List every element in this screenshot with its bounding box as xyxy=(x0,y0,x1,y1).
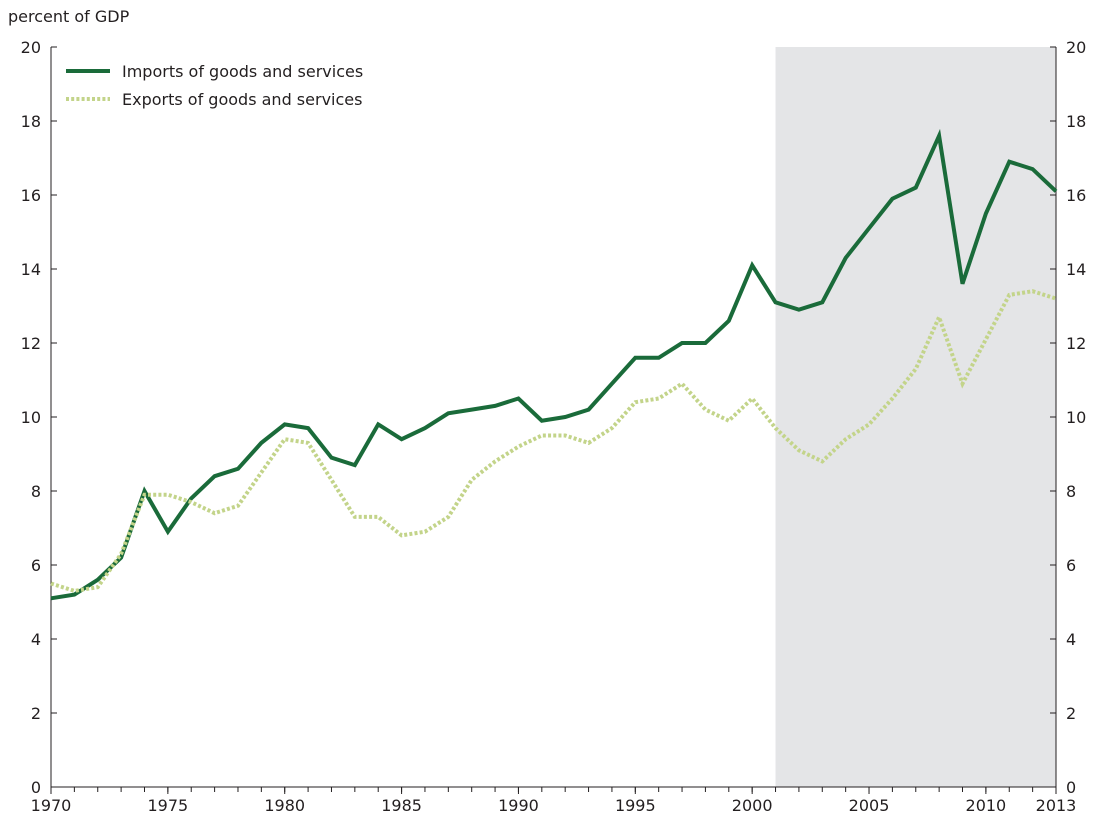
y-tick-label-left: 6 xyxy=(31,556,41,575)
y-tick-label-left: 16 xyxy=(21,186,41,205)
shaded-period xyxy=(775,47,1056,787)
x-tick-label: 2000 xyxy=(732,796,773,815)
y-tick-label-left: 14 xyxy=(21,260,41,279)
y-tick-label-left: 20 xyxy=(21,38,41,57)
x-tick-label: 2013 xyxy=(1036,796,1077,815)
x-tick-label: 1995 xyxy=(615,796,656,815)
x-tick-label: 1975 xyxy=(148,796,189,815)
series-line-imports xyxy=(50,128,1058,601)
x-tick-label: 1985 xyxy=(381,796,422,815)
y-tick-label-left: 12 xyxy=(21,334,41,353)
x-tick-label: 1970 xyxy=(31,796,72,815)
x-tick-label: 2010 xyxy=(966,796,1007,815)
legend-label-exports: Exports of goods and services xyxy=(122,90,362,109)
y-tick-label-left: 10 xyxy=(21,408,41,427)
legend-label-imports: Imports of goods and services xyxy=(122,62,363,81)
y-tick-label-right: 14 xyxy=(1066,260,1086,279)
series-layer xyxy=(50,128,1058,601)
y-tick-label-right: 10 xyxy=(1066,408,1086,427)
legend: Imports of goods and services Exports of … xyxy=(66,62,363,109)
y-tick-label-right: 20 xyxy=(1066,38,1086,57)
axes: 0 0 2 2 4 4 6 6 8 8 10 10 12 12 14 14 16 16 18 18 20 20 1970 19… xyxy=(21,38,1087,815)
x-tick-label: 1990 xyxy=(498,796,539,815)
y-tick-label-right: 2 xyxy=(1066,704,1076,723)
y-tick-label-left: 0 xyxy=(31,778,41,797)
y-tick-label-left: 2 xyxy=(31,704,41,723)
y-tick-label-left: 4 xyxy=(31,630,41,649)
series-line-exports xyxy=(50,289,1057,593)
y-tick-label-left: 8 xyxy=(31,482,41,501)
y-tick-label-right: 16 xyxy=(1066,186,1086,205)
y-tick-label-right: 0 xyxy=(1066,778,1076,797)
y-tick-label-right: 6 xyxy=(1066,556,1076,575)
y-tick-label-right: 4 xyxy=(1066,630,1076,649)
y-tick-label-right: 8 xyxy=(1066,482,1076,501)
x-tick-label: 2005 xyxy=(849,796,890,815)
y-tick-label-right: 12 xyxy=(1066,334,1086,353)
x-tick-label: 1980 xyxy=(264,796,305,815)
y-axis-unit-label: percent of GDP xyxy=(8,7,130,26)
y-tick-label-right: 18 xyxy=(1066,112,1086,131)
y-tick-label-left: 18 xyxy=(21,112,41,131)
